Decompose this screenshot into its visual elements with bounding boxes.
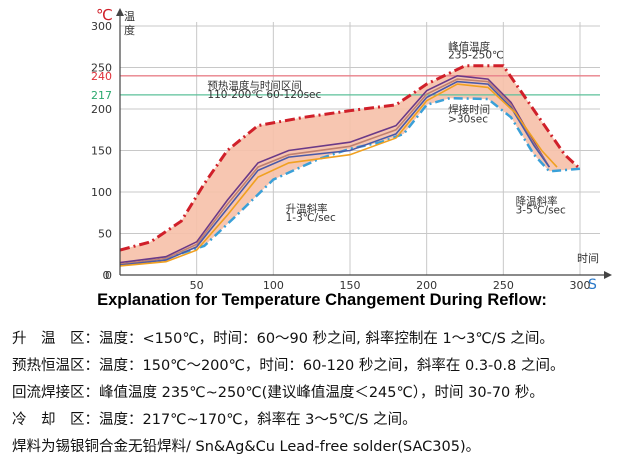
chart-annotation: 降温斜率 xyxy=(516,194,558,207)
note-solder-alloy: 焊料为锡银铜合金无铅焊料/ Sn&Ag&Cu Lead-free solder(… xyxy=(12,439,481,455)
reflow-notes: 升 温 区：温度：<150℃，时间：60～90 秒之间, 斜率控制在 1～3℃/… xyxy=(12,326,638,461)
y-axis-label-char: 温 xyxy=(124,10,135,23)
profile-series-3 xyxy=(119,80,550,266)
chart-annotation: 110-200℃ 60-120sec xyxy=(207,89,321,101)
note-ramp-up-zone: 升 温 区：温度：<150℃，时间：60～90 秒之间, 斜率控制在 1～3℃/… xyxy=(12,331,554,347)
chart-annotation: 焊接时间 xyxy=(448,103,490,116)
y-tick-label: 0 xyxy=(105,269,112,282)
x-tick-label: 100 xyxy=(263,279,284,292)
profile-series-2 xyxy=(119,78,550,265)
y-axis-label-char: 度 xyxy=(124,23,135,37)
chart-annotation: 235-250℃ xyxy=(448,49,504,61)
x-tick-label: 50 xyxy=(190,279,204,292)
reflow-profile-chart: 0 50 100 150 200 250 300 240 217 50 100 150 200 250 30… xyxy=(91,6,612,293)
y-tick-label-highlight: 240 xyxy=(91,70,112,83)
x-origin-label: 0 xyxy=(103,269,110,282)
x-tick-label: 150 xyxy=(340,279,361,292)
y-tick-label: 50 xyxy=(98,228,112,241)
x-tick-label: 250 xyxy=(493,279,514,292)
y-axis-arrow xyxy=(116,8,124,16)
y-tick-label-highlight: 217 xyxy=(91,89,112,102)
profile-series-4 xyxy=(119,83,558,267)
x-axis-unit: S xyxy=(588,277,597,293)
x-tick-label: 200 xyxy=(416,279,437,292)
band-lower-limit xyxy=(119,96,581,266)
x-tick-label: 300 xyxy=(570,279,591,292)
chart-annotation: 预热温度与时间区间 xyxy=(207,79,302,92)
y-tick-label: 100 xyxy=(91,186,112,199)
x-axis-arrow xyxy=(604,271,612,279)
y-tick-label: 300 xyxy=(91,20,112,33)
y-tick-label: 250 xyxy=(91,62,112,75)
tolerance-band-area xyxy=(120,65,580,265)
note-reflow-zone: 回流焊接区：峰值温度 235℃~250℃(建议峰值温度＜245℃），时间 30-… xyxy=(12,385,544,401)
chart-caption: Explanation for Temperature Changement D… xyxy=(97,291,547,309)
band-upper-limit xyxy=(119,64,582,252)
x-axis-label: 时间 xyxy=(577,252,599,265)
note-cooling-zone: 冷 却 区：温度：217℃~170℃，斜率在 3～5℃/S 之间。 xyxy=(12,412,417,428)
chart-annotation: 升温斜率 xyxy=(286,202,328,215)
chart-annotation: 1-3℃/sec xyxy=(286,212,336,224)
chart-annotation: >30sec xyxy=(448,113,488,125)
y-tick-label: 150 xyxy=(91,145,112,158)
chart-annotation: 峰值温度 xyxy=(448,40,490,53)
y-axis-unit: ℃ xyxy=(96,6,113,24)
y-tick-label: 200 xyxy=(91,103,112,116)
note-preheat-soak-zone: 预热恒温区：温度：150℃～200℃，时间：60-120 秒之间，斜率在 0.3… xyxy=(12,358,565,374)
chart-annotation: 3-5℃/sec xyxy=(516,205,566,217)
profile-series-1 xyxy=(119,74,550,264)
